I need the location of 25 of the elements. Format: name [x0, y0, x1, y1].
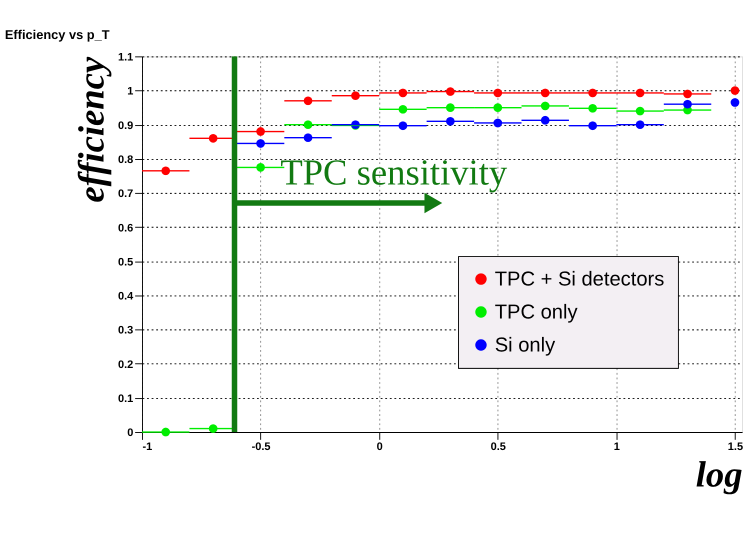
y-tick-label: 0.5: [118, 256, 134, 268]
x-tick-label: 0.5: [490, 440, 506, 453]
y-tick-label: 0: [127, 427, 134, 440]
y-tick-label: 0.2: [118, 358, 134, 371]
y-tick-label: 0.6: [118, 222, 134, 234]
y-tick-label: 1.1: [118, 52, 134, 64]
y-tick-label: 0.4: [118, 290, 134, 303]
y-tick-label: 0.7: [118, 188, 134, 200]
y-axis-title: efficiency: [70, 56, 112, 203]
ref-line-label: TPC sensitivity: [280, 152, 508, 193]
x-tick-label: 1.5: [728, 440, 743, 453]
y-tick-label: 1: [127, 86, 134, 98]
x-tick-label: -0.5: [252, 440, 271, 453]
x-tick-label: -1: [142, 440, 152, 453]
y-tick-label: 0.8: [118, 154, 134, 166]
chart-title: Efficiency vs p_T: [4, 27, 110, 42]
x-axis-title: log: [696, 454, 743, 495]
x-tick-label: 1: [614, 440, 620, 453]
y-tick-label: 0.9: [118, 120, 134, 132]
x-tick-label: 0: [376, 440, 383, 453]
legend-label: Si only: [494, 334, 556, 356]
legend-label: TPC only: [494, 301, 578, 324]
legend-label: TPC + Si detectors: [494, 268, 664, 290]
y-tick-label: 0.3: [118, 324, 134, 337]
y-tick-label: 0.1: [118, 393, 134, 405]
